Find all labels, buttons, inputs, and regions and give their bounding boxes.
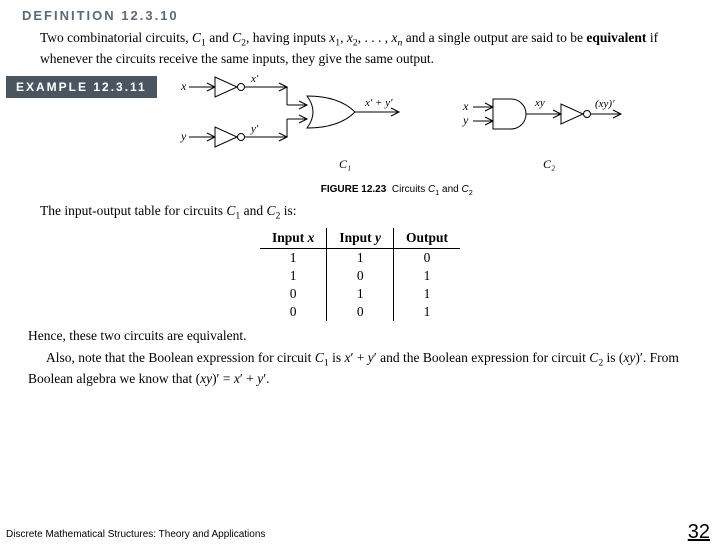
table-row: 011 (260, 285, 460, 303)
c2-xy-label: xy (534, 97, 545, 109)
figure-caption: FIGURE 12.23 Circuits C1 and C2 (167, 184, 627, 197)
c1-y-label: y (180, 129, 187, 143)
c2-circuit-label: C₂ (543, 157, 555, 171)
table-header: Output (394, 228, 461, 249)
truth-table: Input x Input y Output 110101011001 (260, 228, 460, 321)
table-header: Input x (260, 228, 327, 249)
table-row: 101 (260, 267, 460, 285)
c1-circuit-label: C₁ (339, 157, 351, 171)
c2-x-label: x (462, 99, 469, 113)
table-header-row: Input x Input y Output (260, 228, 460, 249)
conclusion-1: Hence, these two circuits are equivalent… (28, 327, 692, 345)
c2-y-label: y (462, 113, 469, 127)
table-row: 110 (260, 248, 460, 267)
definition-body: Two combinatorial circuits, C1 and C2, h… (40, 29, 692, 68)
table-header: Input y (327, 228, 394, 249)
table-intro: The input-output table for circuits C1 a… (40, 203, 720, 222)
conclusion-2: Also, note that the Boolean expression f… (28, 349, 692, 388)
example-label: EXAMPLE 12.3.11 (6, 76, 157, 98)
c1-output-label: x′ + y′ (364, 97, 393, 109)
c1-xprime-label: x′ (250, 73, 259, 85)
c1-x-label: x (180, 79, 187, 93)
definition-label: DEFINITION 12.3.10 (22, 8, 720, 23)
table-row: 001 (260, 303, 460, 321)
c1-yprime-label: y′ (250, 123, 259, 135)
c2-output-label: (xy)′ (595, 98, 615, 110)
circuit-diagram: x x′ y y′ x′ (167, 70, 627, 201)
page-number: 32 (688, 521, 710, 544)
footer-text: Discrete Mathematical Structures: Theory… (6, 529, 265, 540)
